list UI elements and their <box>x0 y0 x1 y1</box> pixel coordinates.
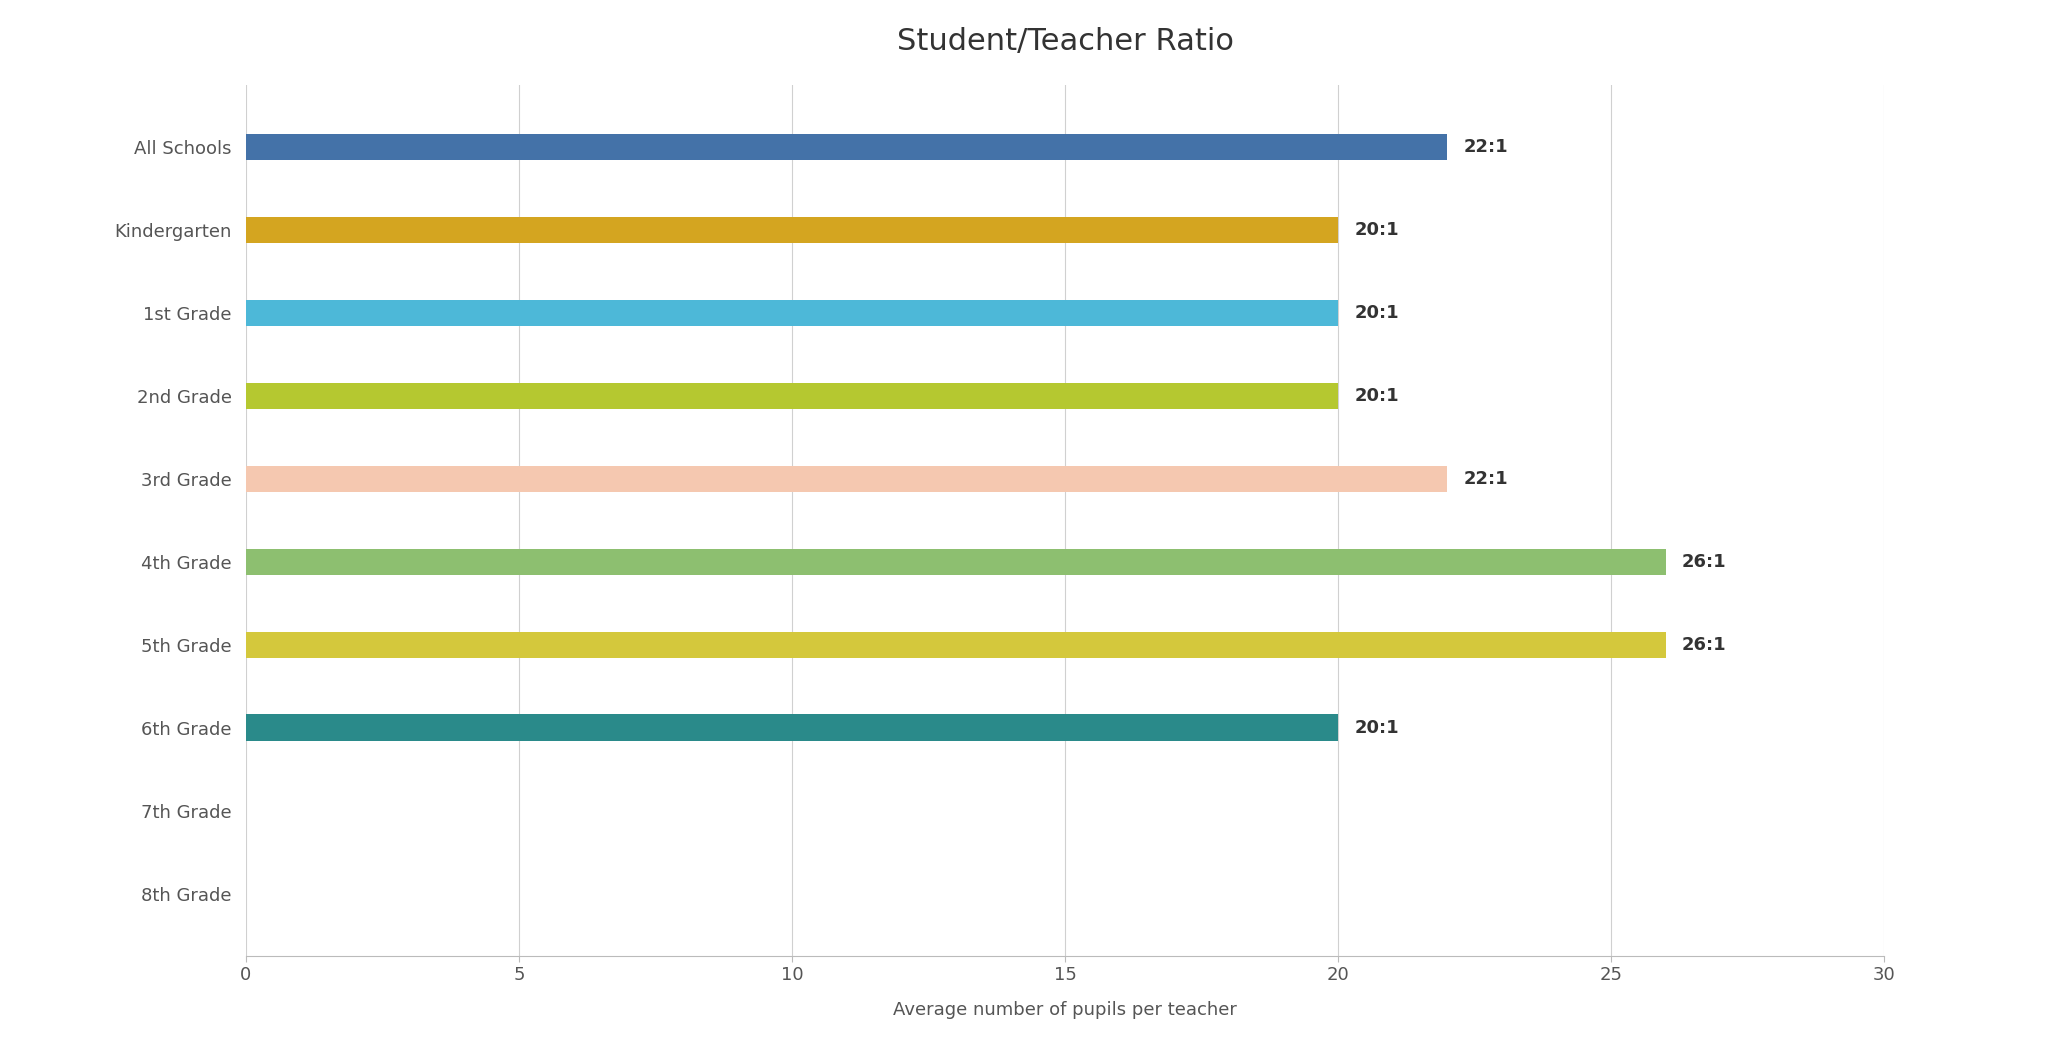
Text: 22:1: 22:1 <box>1464 469 1507 487</box>
X-axis label: Average number of pupils per teacher: Average number of pupils per teacher <box>893 1000 1237 1018</box>
Bar <box>246 549 1665 576</box>
Bar <box>246 299 1337 326</box>
Title: Student/Teacher Ratio: Student/Teacher Ratio <box>897 28 1233 56</box>
Text: 20:1: 20:1 <box>1354 719 1399 737</box>
Text: 20:1: 20:1 <box>1354 387 1399 405</box>
Text: 20:1: 20:1 <box>1354 221 1399 239</box>
Text: 20:1: 20:1 <box>1354 304 1399 322</box>
Bar <box>246 632 1665 658</box>
Bar <box>246 465 1448 492</box>
Bar <box>246 134 1448 160</box>
Bar <box>246 217 1337 243</box>
Text: 26:1: 26:1 <box>1681 636 1726 654</box>
Text: 26:1: 26:1 <box>1681 553 1726 571</box>
Bar <box>246 715 1337 741</box>
Bar <box>246 382 1337 409</box>
Text: 22:1: 22:1 <box>1464 138 1507 156</box>
